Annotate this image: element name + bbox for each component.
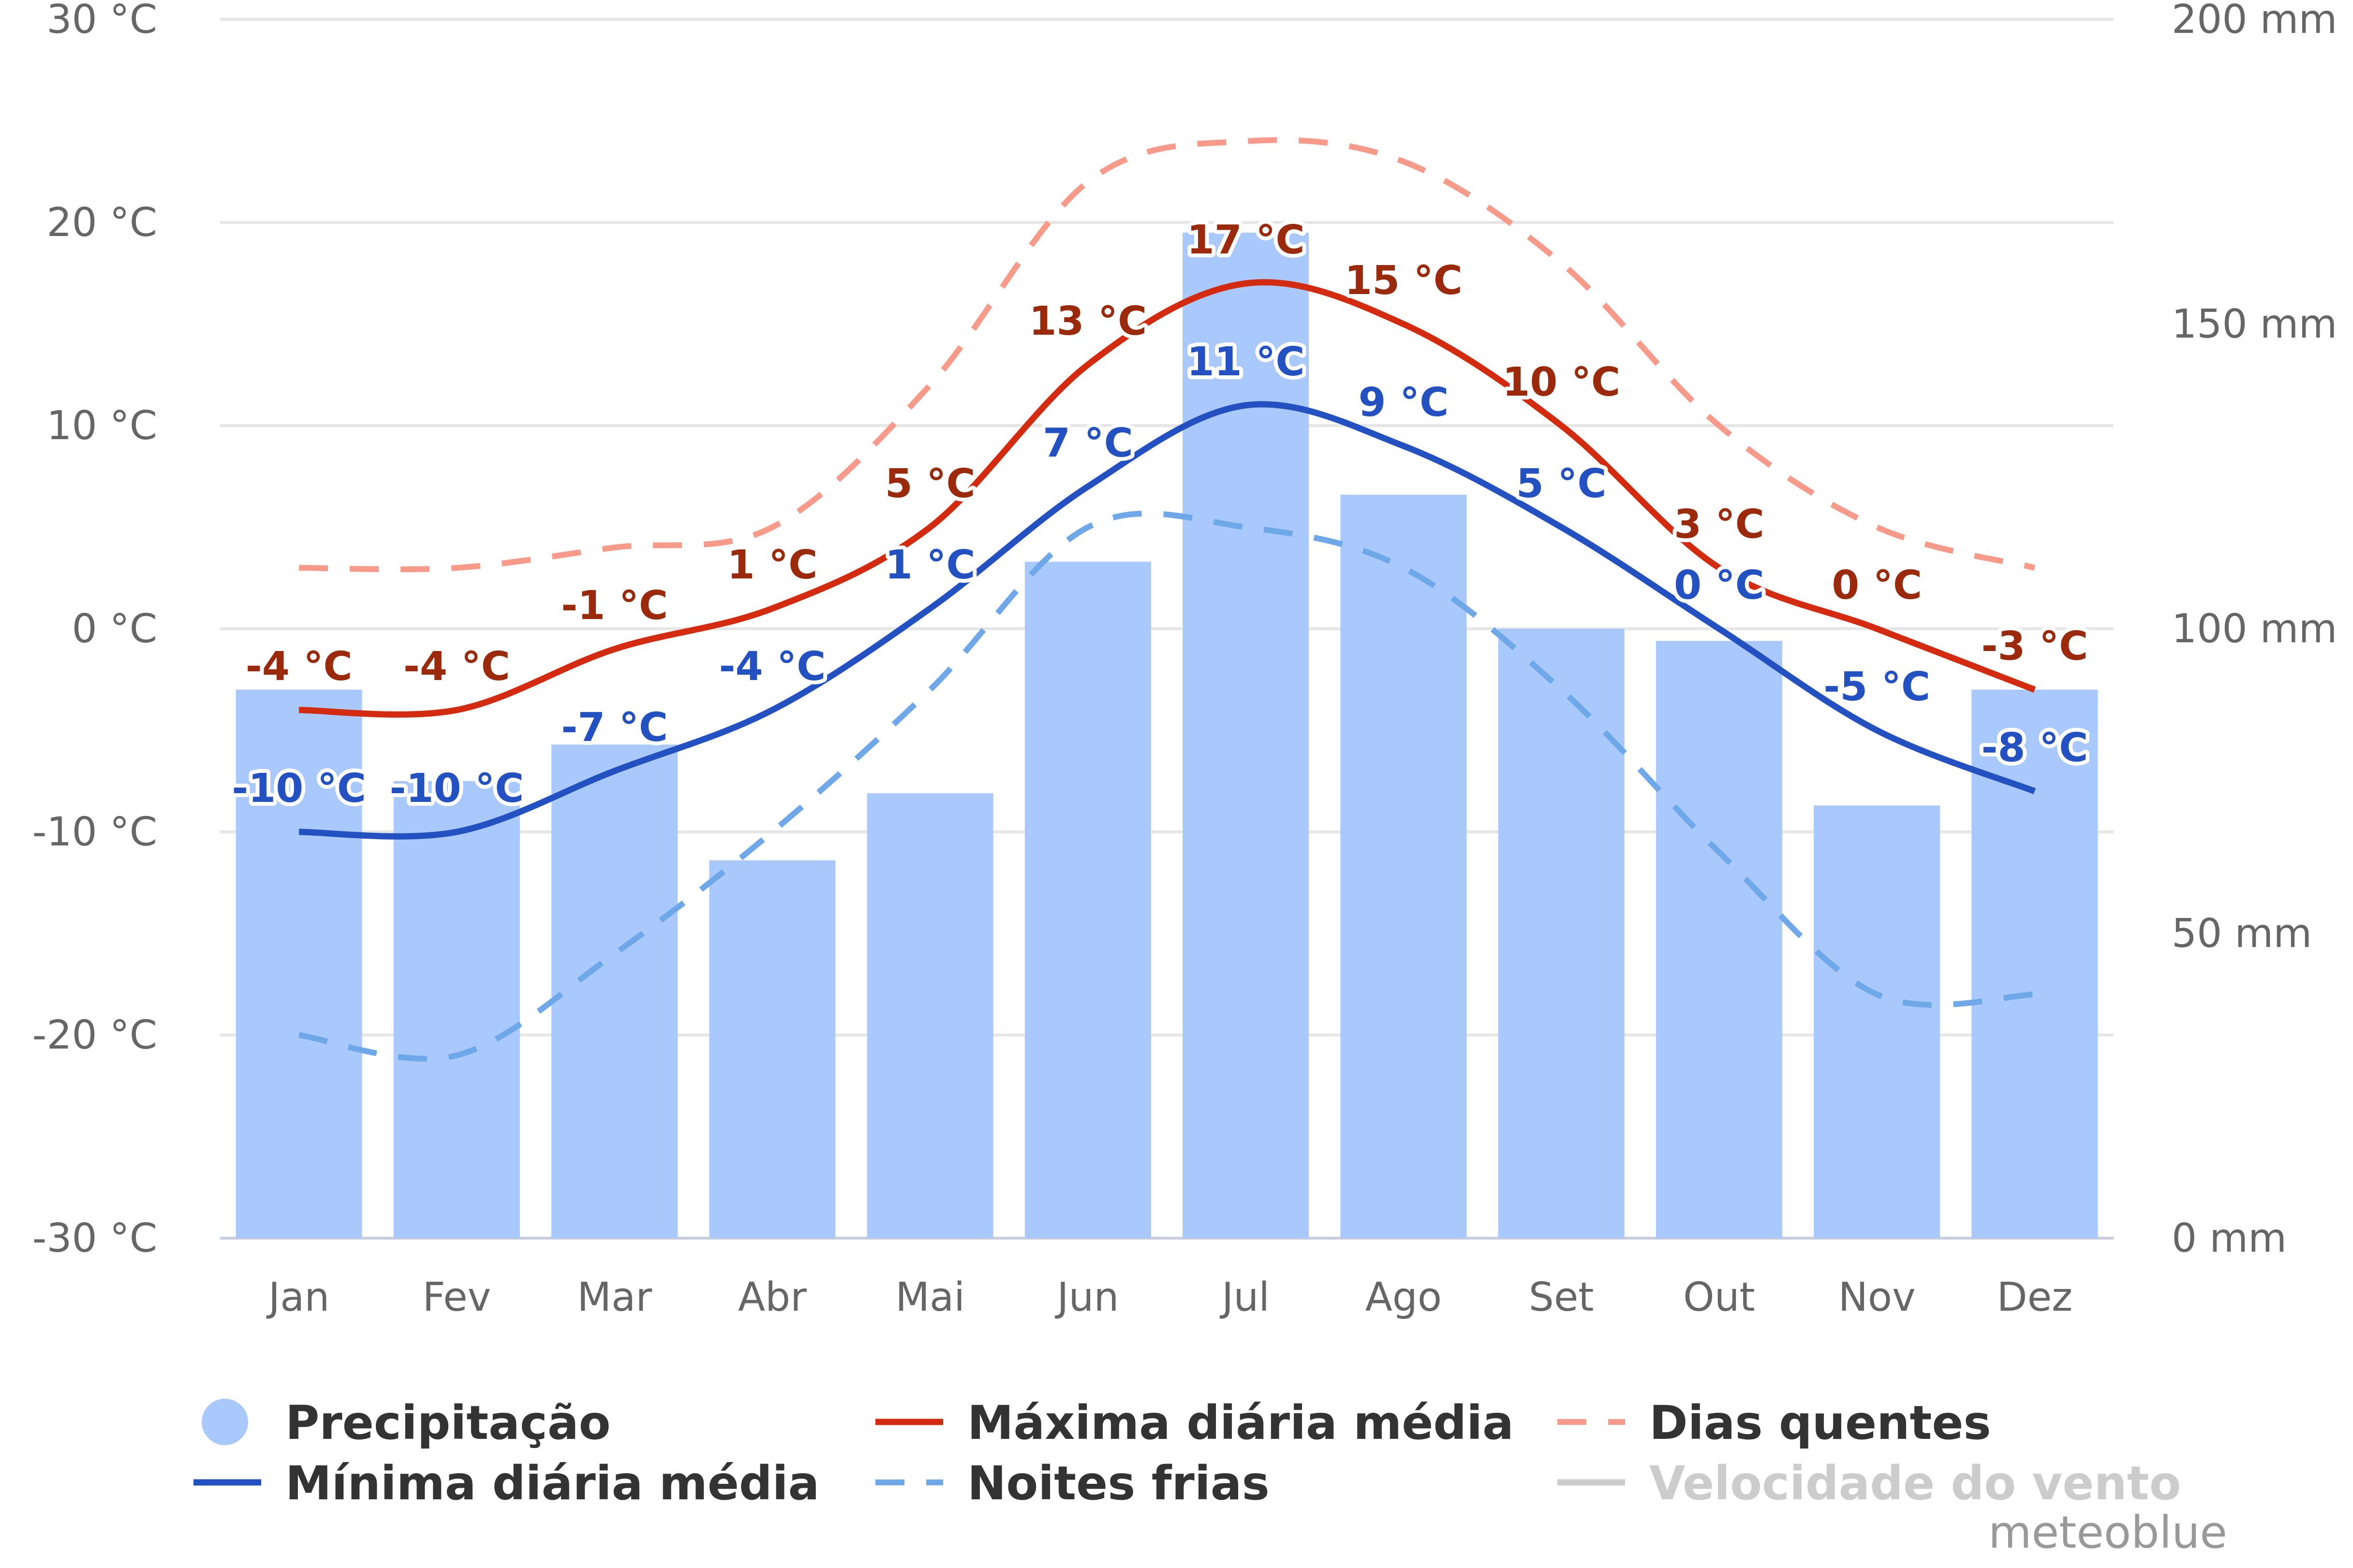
- legend-label-noites-frias: Noites frias: [967, 1456, 1270, 1510]
- x-tick-label: Jun: [1054, 1274, 1119, 1320]
- data-label-minima-diaria-media: 11 °C: [1187, 339, 1305, 385]
- y-left-tick-label: -10 °C: [32, 809, 157, 855]
- precipitation-bars: [236, 233, 2098, 1238]
- legend-label-precipitacao: Precipitação: [285, 1396, 611, 1450]
- data-label-minima-diaria-media: 7 °C: [1043, 420, 1133, 466]
- data-label-maxima-diaria-media: 5 °C: [885, 461, 976, 507]
- precipitation-bar: [393, 781, 520, 1238]
- data-label-maxima-diaria-media: -4 °C: [246, 644, 353, 690]
- data-labels: -4 °C -4 °C -1 °C 1 °C 5 °C 13 °C 17 °C 15 °C 10…: [228, 213, 2092, 815]
- data-label-minima-diaria-media: 1 °C: [885, 542, 976, 588]
- data-label-maxima-diaria-media: -4 °C: [403, 644, 510, 690]
- series-line-maxima-diaria-media: [299, 279, 2036, 718]
- y-left-tick-label: 30 °C: [46, 0, 157, 43]
- data-label-minima-diaria-media: -10 °C: [389, 766, 524, 812]
- precipitation-bar: [236, 690, 362, 1238]
- legend-label-maxima-diaria-media: Máxima diária média: [967, 1396, 1514, 1450]
- precipitation-bar: [1183, 233, 1309, 1238]
- x-tick-label: Dez: [1997, 1274, 2073, 1320]
- legend: Precipitação Máxima diária média Dias quen…: [193, 1396, 2181, 1510]
- y-left-tick-label: 0 °C: [72, 606, 158, 652]
- x-tick-label: Mar: [577, 1274, 652, 1320]
- series-line-noites-frias: [298, 510, 2035, 1062]
- legend-label-minima-diaria-media: Mínima diária média: [285, 1456, 819, 1510]
- precipitation-bar: [1656, 641, 1782, 1238]
- grid-lines: [220, 18, 2114, 1240]
- precipitation-bar: [551, 744, 678, 1238]
- x-tick-label: Mai: [895, 1274, 965, 1320]
- data-label-minima-diaria-media: 9 °C: [1358, 380, 1449, 426]
- legend-symbol-precipitacao: [202, 1399, 248, 1445]
- y-left-tick-label: -30 °C: [32, 1215, 157, 1261]
- y-left-tick-label: -20 °C: [32, 1012, 157, 1058]
- y-right-tick-label: 200 mm: [2172, 0, 2337, 43]
- y-right-tick-label: 50 mm: [2172, 911, 2312, 957]
- precipitation-bar: [1814, 805, 1940, 1238]
- precipitation-bar: [709, 860, 836, 1238]
- legend-label-velocidade-do-vento: Velocidade do vento: [1649, 1456, 2181, 1510]
- series-line-minima-diaria-media: [299, 401, 2036, 840]
- precipitation-bar: [1340, 494, 1467, 1238]
- y-right-tick-label: 0 mm: [2172, 1215, 2287, 1261]
- left-axis: 30 °C 20 °C 10 °C 0 °C -10 °C -20 °C -30 °C: [32, 0, 157, 1261]
- credit-text: meteoblue: [1988, 1507, 2227, 1558]
- x-tick-label: Fev: [423, 1274, 491, 1320]
- x-tick-label: Out: [1683, 1274, 1755, 1320]
- x-axis: Jan Fev Mar Abr Mai Jun Jul Ago Set Out Nov Dez: [266, 1274, 2072, 1320]
- x-tick-label: Abr: [738, 1274, 807, 1320]
- y-left-tick-label: 10 °C: [46, 403, 157, 449]
- data-label-minima-diaria-media: -7 °C: [561, 705, 668, 751]
- y-right-tick-label: 100 mm: [2172, 606, 2337, 652]
- data-label-maxima-diaria-media: 1 °C: [727, 542, 817, 588]
- data-label-maxima-diaria-media: 3 °C: [1674, 502, 1764, 547]
- y-right-tick-label: 150 mm: [2172, 301, 2337, 347]
- precipitation-bar: [1498, 629, 1625, 1238]
- x-tick-label: Ago: [1365, 1274, 1442, 1320]
- data-label-minima-diaria-media: -10 °C: [232, 766, 366, 812]
- precipitation-bar: [1024, 562, 1151, 1238]
- data-label-minima-diaria-media: -5 °C: [1823, 664, 1930, 710]
- series-line-dias-quentes: [299, 137, 2036, 573]
- temperature-lines: [298, 137, 2036, 1062]
- data-label-minima-diaria-media: -8 °C: [1981, 725, 2088, 771]
- right-axis: 200 mm 150 mm 100 mm 50 mm 0 mm: [2172, 0, 2337, 1261]
- x-tick-label: Set: [1529, 1274, 1594, 1320]
- data-label-maxima-diaria-media: 10 °C: [1502, 359, 1620, 405]
- x-tick-label: Jul: [1219, 1274, 1270, 1320]
- precipitation-bar: [867, 793, 993, 1238]
- legend-label-dias-quentes: Dias quentes: [1649, 1396, 1991, 1450]
- data-label-minima-diaria-media: 5 °C: [1516, 461, 1607, 507]
- data-label-maxima-diaria-media: 0 °C: [1832, 562, 1922, 608]
- data-label-maxima-diaria-media: -1 °C: [561, 583, 668, 629]
- data-label-maxima-diaria-media: 15 °C: [1345, 258, 1463, 304]
- y-left-tick-label: 20 °C: [46, 200, 157, 246]
- x-tick-label: Nov: [1838, 1274, 1916, 1320]
- x-tick-label: Jan: [266, 1274, 329, 1320]
- data-label-maxima-diaria-media: 13 °C: [1029, 298, 1147, 344]
- data-label-minima-diaria-media: 0 °C: [1674, 562, 1764, 608]
- data-label-minima-diaria-media: -4 °C: [719, 644, 826, 690]
- precipitation-bar: [1971, 690, 2098, 1238]
- data-label-maxima-diaria-media: 17 °C: [1187, 217, 1305, 263]
- data-label-maxima-diaria-media: -3 °C: [1981, 623, 2088, 669]
